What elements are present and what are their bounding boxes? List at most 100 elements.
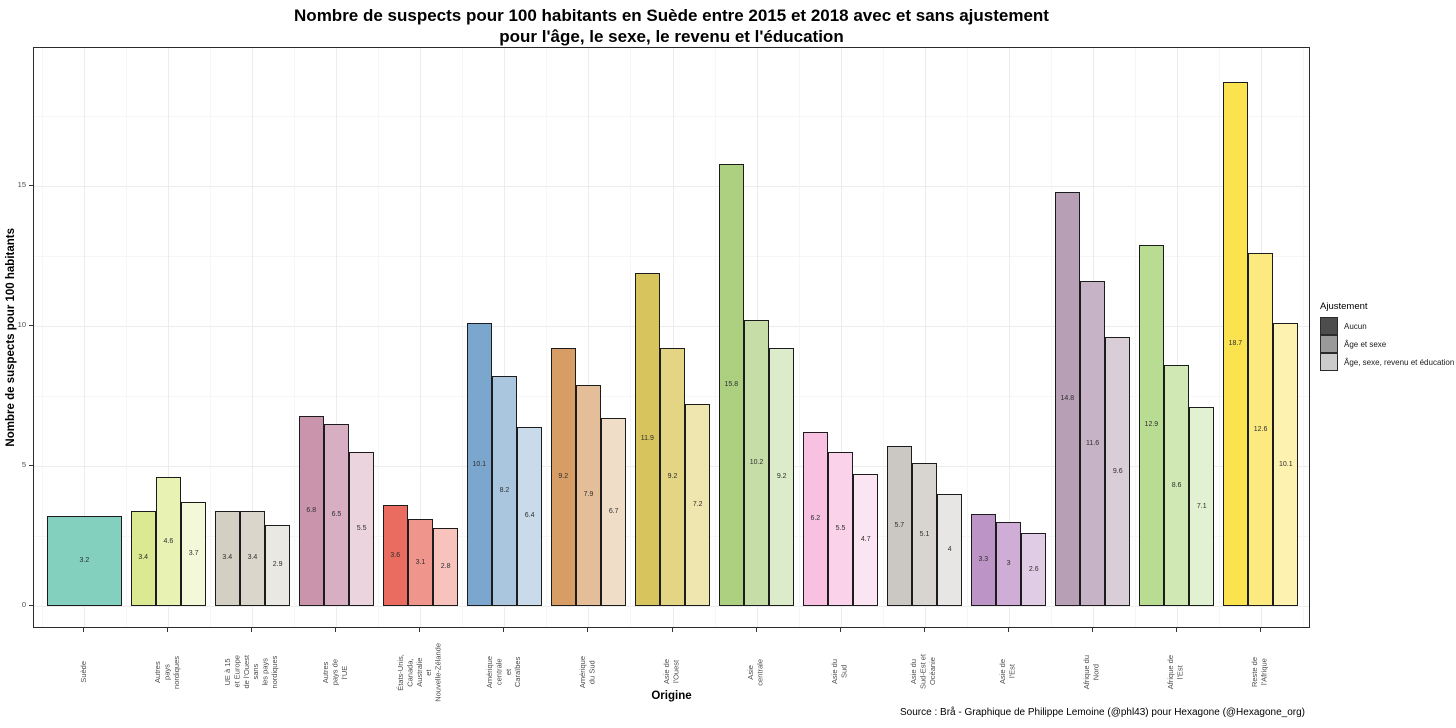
bar — [1163, 365, 1190, 606]
bar — [550, 348, 576, 606]
y-tick-mark — [29, 325, 33, 326]
bar-value-label: 11.9 — [640, 435, 654, 443]
x-axis-category-label: Autres pays nordiques — [125, 634, 209, 710]
y-tick-label: 5 — [21, 460, 26, 469]
x-axis-category-text: Autres pays de l'UE — [321, 658, 350, 686]
x-tick-mark — [839, 628, 841, 632]
bar — [491, 376, 518, 606]
x-axis-category-label: Autres pays de l'UE — [293, 634, 377, 710]
gridline-minor-v — [294, 48, 296, 627]
gridline-major-h — [34, 606, 1309, 607]
gridline-minor-v — [966, 48, 968, 627]
x-axis-category-label: Asie du Sud — [798, 634, 882, 710]
x-tick-mark — [1007, 628, 1009, 632]
y-tick-label: 10 — [17, 320, 26, 329]
x-axis-category-label: Suède — [41, 634, 125, 710]
bar — [239, 510, 266, 606]
x-tick-mark — [167, 628, 169, 632]
bar-value-label: 6.5 — [331, 511, 342, 518]
legend-entry: Âge, sexe, revenu et éducation — [1320, 353, 1454, 371]
x-axis-category-text: Asie de l'Est — [998, 659, 1017, 685]
y-tick-mark — [29, 465, 33, 466]
bar — [1247, 253, 1274, 606]
bar — [433, 527, 459, 606]
bar-value-label: 3.1 — [415, 558, 426, 566]
bar — [685, 404, 711, 606]
bar-value-label: 3.4 — [222, 554, 233, 562]
gridline-major-v — [252, 48, 254, 627]
bar — [155, 477, 182, 606]
bar-value-label: 10.1 — [1278, 460, 1293, 468]
gridline-major-v — [420, 48, 422, 627]
legend-key-swatch — [1320, 335, 1338, 353]
x-axis-category-text: Asie du Sud-Est et Océanie — [909, 654, 938, 690]
bar-value-label: 10.1 — [472, 460, 487, 468]
bar-value-label: 2.8 — [440, 562, 451, 570]
bar-value-label: 3.7 — [188, 550, 199, 558]
x-tick-mark — [755, 628, 757, 632]
gridline-major-v — [840, 48, 842, 627]
bar — [802, 432, 828, 606]
bar-value-label: 3.2 — [79, 557, 90, 565]
x-axis-category-text: Amérique du Sud — [578, 655, 597, 689]
bar-value-label: 8.2 — [499, 487, 510, 495]
bar — [349, 452, 375, 606]
bar — [769, 348, 795, 606]
bar-value-label: 3.4 — [138, 554, 149, 562]
bar — [911, 463, 938, 606]
gridline-minor-v — [630, 48, 632, 627]
x-tick-mark — [923, 628, 925, 632]
bar-value-label: 4.7 — [860, 536, 871, 544]
bar — [659, 348, 686, 606]
bar-value-label: 2.6 — [1028, 565, 1039, 573]
bar-value-label: 11.6 — [1086, 439, 1100, 447]
gridline-major-v — [588, 48, 590, 627]
y-tick-mark — [29, 185, 33, 186]
gridline-minor-v — [798, 48, 800, 627]
x-tick-mark — [251, 628, 253, 632]
bar — [634, 272, 660, 606]
gridline-minor-v — [126, 48, 128, 627]
x-axis-category-text: Asie de l'Ouest — [662, 659, 681, 685]
x-axis-category-label: UE à 15 et Europe de l'Ouest sans les pa… — [209, 634, 293, 710]
bar — [1054, 191, 1080, 606]
gridline-major-v — [1176, 48, 1178, 627]
bar — [995, 522, 1022, 606]
bar — [407, 519, 434, 606]
bar-value-label: 3.4 — [247, 554, 258, 562]
bar — [1079, 281, 1106, 606]
x-tick-mark — [419, 628, 421, 632]
y-axis-title: Nombre de suspects pour 100 habitants — [5, 228, 17, 447]
gridline-minor-v — [378, 48, 380, 627]
x-tick-mark — [671, 628, 673, 632]
bar-value-label: 7.1 — [1196, 502, 1207, 510]
bar-value-label: 8.6 — [1171, 481, 1182, 489]
bar-value-label: 12.9 — [1144, 421, 1159, 429]
gridline-minor-v — [1134, 48, 1136, 627]
bar-value-label: 7.2 — [692, 501, 703, 509]
bar-value-label: 9.2 — [558, 473, 569, 481]
bar-value-label: 18.7 — [1228, 340, 1243, 348]
x-axis-category-label: Afrique du Nord — [1050, 634, 1134, 710]
gridline-major-v — [168, 48, 170, 627]
legend-entry-label: Âge, sexe, revenu et éducation — [1344, 357, 1455, 367]
x-axis-category-text: Reste de l'Afrique — [1250, 656, 1269, 688]
legend-key-swatch — [1320, 317, 1338, 335]
bar-value-label: 5.5 — [356, 525, 367, 532]
gridline-minor-v — [1218, 48, 1220, 627]
x-tick-mark — [503, 628, 505, 632]
bar-value-label: 3.6 — [390, 551, 401, 559]
y-tick-mark — [29, 605, 33, 606]
bar-value-label: 15.8 — [724, 380, 739, 388]
gridline-minor-v — [1050, 48, 1052, 627]
bar — [575, 384, 602, 606]
gridline-minor-v — [1302, 48, 1304, 627]
x-axis-category-text: Afrique du Nord — [1082, 654, 1101, 690]
bar-value-label: 4.6 — [163, 537, 174, 545]
bar-value-label: 14.8 — [1060, 394, 1075, 402]
y-tick-label: 0 — [21, 600, 26, 609]
x-axis-category-label: Reste de l'Afrique — [1218, 634, 1302, 710]
gridline-minor-v — [462, 48, 464, 627]
bar-value-label: 10.2 — [749, 459, 764, 467]
